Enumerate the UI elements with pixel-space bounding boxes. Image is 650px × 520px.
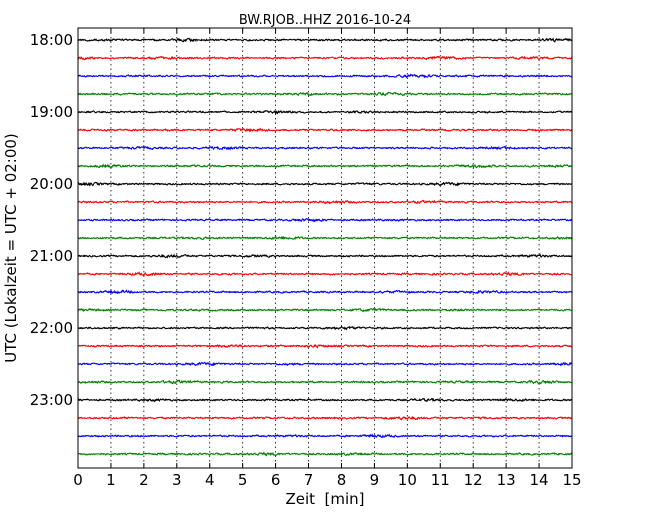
seismic-trace-8 [77, 163, 573, 169]
seismic-trace-10 [77, 199, 573, 205]
seismic-trace-19 [77, 361, 573, 367]
x-tick-label: 14 [530, 471, 549, 489]
seismic-trace-7 [77, 145, 573, 151]
seismic-trace-23 [77, 433, 573, 439]
x-tick-label: 15 [562, 471, 581, 489]
x-tick-label: 12 [464, 471, 483, 489]
x-tick-label: 2 [139, 471, 149, 489]
y-tick-label: 19:00 [30, 103, 73, 121]
y-tick-label: 21:00 [30, 247, 73, 265]
y-tick-label: 18:00 [30, 31, 73, 49]
x-tick-label: 7 [304, 471, 314, 489]
seismic-trace-13 [77, 253, 573, 259]
x-tick-label: 4 [205, 471, 215, 489]
seismic-trace-2 [77, 55, 573, 61]
chart-title: BW.RJOB..HHZ 2016-10-24 [239, 13, 411, 28]
seismic-trace-11 [77, 218, 573, 223]
x-tick-label: 10 [398, 471, 417, 489]
x-tick-label: 1 [106, 471, 116, 489]
seismic-trace-17 [77, 325, 573, 331]
seismic-trace-1 [77, 37, 573, 43]
seismic-trace-5 [77, 109, 573, 115]
seismic-trace-14 [77, 271, 573, 277]
seismic-trace-24 [77, 451, 573, 457]
y-tick-label: 20:00 [30, 175, 73, 193]
x-tick-label: 3 [172, 471, 182, 489]
grid-lines [110, 28, 540, 468]
trace-lines [77, 37, 573, 457]
x-tick-label: 9 [370, 471, 380, 489]
y-axis-label: UTC (Lokalzeit = UTC + 02:00) [2, 133, 20, 363]
seismic-trace-20 [77, 379, 573, 385]
seismic-trace-3 [77, 73, 573, 79]
x-tick-label: 5 [238, 471, 248, 489]
y-tick-label: 23:00 [30, 391, 73, 409]
seismic-trace-6 [77, 127, 573, 133]
x-tick-label: 0 [73, 471, 83, 489]
seismic-trace-4 [77, 91, 573, 97]
seismic-trace-15 [77, 289, 573, 295]
seismic-trace-21 [77, 397, 573, 403]
x-tick-label: 6 [271, 471, 281, 489]
x-axis-label: Zeit [min] [285, 490, 364, 508]
seismic-trace-22 [77, 415, 573, 421]
axis-ticks: 0 1 2 3 4 5 6 7 8 9 10 11 12 13 14 1518:0019:0020:0021:… [30, 28, 582, 489]
x-tick-label: 8 [337, 471, 347, 489]
x-tick-label: 13 [497, 471, 516, 489]
seismic-trace-18 [77, 344, 573, 349]
x-tick-label: 11 [431, 471, 450, 489]
seismic-trace-12 [77, 235, 573, 241]
seismic-trace-16 [77, 307, 573, 313]
y-tick-label: 22:00 [30, 319, 73, 337]
seismic-trace-9 [77, 181, 573, 187]
plot-frame [77, 27, 573, 469]
